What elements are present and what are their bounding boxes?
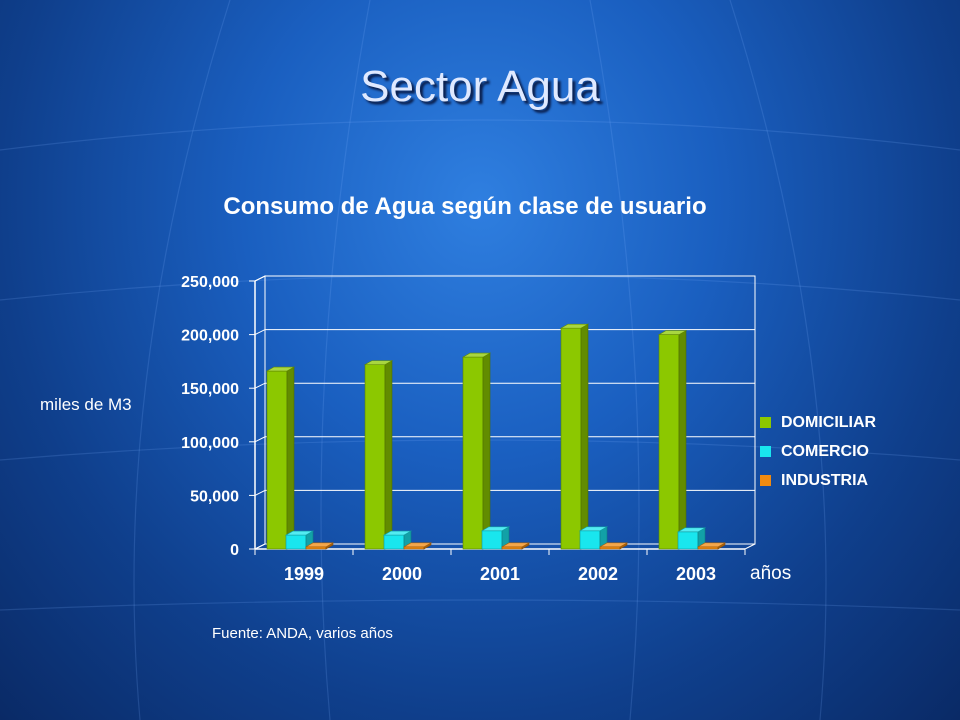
- x-axis-label: años: [750, 563, 791, 584]
- bar-comercio-2003: [677, 531, 699, 550]
- bar-domiciliar-2003: [658, 334, 680, 550]
- bar-top-comercio-2001: [480, 526, 511, 532]
- slide-title: Sector Agua: [360, 62, 600, 111]
- bar-side-domiciliar-2003: [678, 330, 687, 550]
- bar-top-industria-1999: [304, 542, 335, 548]
- plot-side-wall: [254, 275, 266, 550]
- gridline: [254, 436, 755, 443]
- bar-side-domiciliar-2001: [482, 352, 491, 550]
- bar-top-domiciliar-2003: [657, 330, 688, 335]
- x-tick-label: 2003: [676, 564, 716, 584]
- bar-domiciliar-2002: [560, 327, 582, 550]
- bar-top-domiciliar-1999: [265, 366, 296, 372]
- bar-industria-2001: [501, 546, 523, 550]
- y-axis-label: miles de M3: [40, 395, 132, 414]
- bar-top-comercio-2000: [382, 530, 413, 536]
- chart-title: Consumo de Agua según clase de usuario: [223, 193, 707, 220]
- bar-industria-2000: [403, 546, 425, 550]
- legend-item-industria: INDUSTRIA: [760, 466, 876, 495]
- bar-top-comercio-2003: [676, 527, 707, 533]
- bar-side-domiciliar-1999: [286, 366, 295, 550]
- bar-domiciliar-2001: [462, 356, 484, 550]
- bar-comercio-1999: [285, 534, 307, 550]
- gridline: [254, 489, 755, 496]
- legend-swatch-industria: [760, 475, 771, 486]
- bar-industria-1999: [305, 546, 327, 550]
- bar-side-domiciliar-2000: [384, 360, 393, 550]
- bar-top-domiciliar-2000: [363, 360, 394, 365]
- x-tick-label: 2000: [382, 564, 422, 584]
- bar-side-domiciliar-2002: [580, 323, 589, 550]
- legend-item-domiciliar: DOMICILIAR: [760, 408, 876, 437]
- bar-top-industria-2003: [696, 542, 727, 548]
- x-tick-label: 2001: [480, 564, 520, 584]
- chart-legend: DOMICILIAR COMERCIO INDUSTRIA: [760, 408, 876, 495]
- y-tick-label: 150,000: [181, 381, 239, 398]
- y-tick-label: 250,000: [181, 274, 239, 291]
- bar-comercio-2002: [579, 530, 601, 550]
- bar-top-domiciliar-2002: [559, 323, 590, 329]
- bar-top-industria-2000: [402, 542, 433, 548]
- gridline: [254, 329, 755, 336]
- bar-domiciliar-1999: [266, 370, 288, 550]
- y-tick-label: 100,000: [181, 435, 239, 452]
- bar-top-comercio-1999: [284, 530, 315, 536]
- legend-swatch-comercio: [760, 446, 771, 457]
- bar-top-comercio-2002: [578, 526, 609, 532]
- x-tick-label: 1999: [284, 564, 324, 584]
- legend-swatch-domiciliar: [760, 417, 771, 428]
- y-tick-label: 200,000: [181, 328, 239, 345]
- bar-domiciliar-2000: [364, 364, 386, 550]
- legend-label-industria: INDUSTRIA: [781, 471, 869, 489]
- gridline: [254, 275, 755, 282]
- legend-item-comercio: COMERCIO: [760, 437, 876, 466]
- y-tick-label: 0: [230, 542, 239, 559]
- source-note: Fuente: ANDA, varios años: [212, 625, 393, 642]
- bar-comercio-2001: [481, 530, 503, 550]
- legend-label-domiciliar: DOMICILIAR: [781, 413, 877, 431]
- gridline: [254, 382, 755, 389]
- bar-industria-2002: [599, 546, 621, 550]
- y-tick-label: 50,000: [190, 488, 239, 505]
- legend-label-comercio: COMERCIO: [781, 442, 869, 460]
- bar-top-industria-2001: [500, 542, 531, 548]
- bar-comercio-2000: [383, 534, 405, 550]
- bar-industria-2003: [697, 546, 719, 550]
- bar-top-domiciliar-2001: [461, 352, 492, 358]
- x-tick-label: 2002: [578, 564, 618, 584]
- bar-top-industria-2002: [598, 542, 629, 548]
